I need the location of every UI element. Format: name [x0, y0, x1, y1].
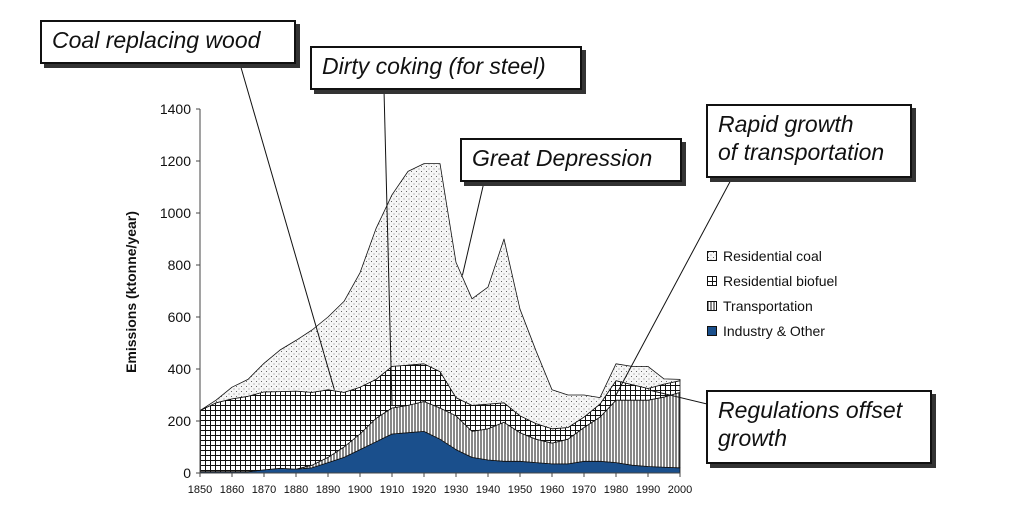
legend-swatch-residential-coal [707, 250, 717, 261]
x-tick-label: 1930 [444, 484, 468, 496]
x-tick-label: 1960 [540, 484, 564, 496]
x-tick-label: 1910 [380, 484, 404, 496]
area-residential-coal [199, 163, 681, 430]
leader-line-rapid-growth-transportation [615, 177, 733, 396]
y-tick-label: 400 [168, 361, 192, 377]
x-tick-label: 1870 [252, 484, 276, 496]
chart-legend: Residential coal Residential biofuel Tra… [707, 243, 837, 343]
callout-coal-replacing-wood: Coal replacing wood [40, 20, 296, 64]
legend-item-transportation: Transportation [707, 293, 837, 318]
leader-line-dirty-coking [383, 89, 393, 406]
legend-item-residential-coal: Residential coal [707, 243, 837, 268]
callout-dirty-coking: Dirty coking (for steel) [310, 46, 582, 90]
callout-great-depression: Great Depression [460, 138, 682, 182]
callout-rapid-growth-transportation: Rapid growth of transportation [706, 104, 912, 178]
x-tick-label: 1940 [476, 484, 500, 496]
y-tick-label: 800 [168, 257, 192, 273]
callout-dirty-coking-text: Dirty coking (for steel) [322, 53, 546, 79]
x-tick-label: 1970 [572, 484, 596, 496]
x-tick-label: 1920 [412, 484, 436, 496]
callout-rapid-growth-line-1: Rapid growth [718, 111, 854, 137]
callout-coal-replacing-wood-text: Coal replacing wood [52, 27, 261, 53]
leader-line-coal-replacing-wood [239, 63, 335, 390]
callout-regulations-offset-growth: Regulations offset growth [706, 390, 932, 464]
x-tick-label: 1980 [604, 484, 628, 496]
x-tick-label: 1950 [508, 484, 532, 496]
legend-item-residential-biofuel: Residential biofuel [707, 268, 837, 293]
leader-line-great-depression [461, 181, 485, 276]
legend-label-industry-other: Industry & Other [723, 322, 825, 339]
legend-label-residential-biofuel: Residential biofuel [723, 272, 838, 289]
legend-label-transportation: Transportation [723, 297, 813, 314]
x-tick-label: 1990 [636, 484, 660, 496]
y-axis-label: Emissions (ktonne/year) [123, 211, 139, 373]
y-tick-label: 1200 [160, 153, 191, 169]
callout-great-depression-text: Great Depression [472, 145, 653, 171]
y-tick-label: 1400 [160, 101, 191, 117]
x-tick-label: 1900 [348, 484, 372, 496]
legend-swatch-transportation [707, 300, 717, 311]
y-tick-label: 200 [168, 413, 192, 429]
callout-regulations-line-1: Regulations offset [718, 397, 903, 423]
callout-rapid-growth-line-2: of transportation [718, 139, 885, 165]
legend-swatch-residential-biofuel [707, 275, 717, 286]
y-tick-label: 1000 [160, 205, 191, 221]
legend-item-industry-other: Industry & Other [707, 318, 837, 343]
x-tick-label: 1880 [284, 484, 308, 496]
x-tick-label: 2000 [668, 484, 692, 496]
x-tick-label: 1860 [220, 484, 244, 496]
y-tick-label: 0 [183, 465, 191, 481]
legend-swatch-industry-other [707, 325, 717, 336]
x-tick-label: 1850 [188, 484, 212, 496]
callout-regulations-line-2: growth [718, 425, 788, 451]
legend-label-residential-coal: Residential coal [723, 247, 822, 264]
x-tick-label: 1890 [316, 484, 340, 496]
y-tick-label: 600 [168, 309, 192, 325]
